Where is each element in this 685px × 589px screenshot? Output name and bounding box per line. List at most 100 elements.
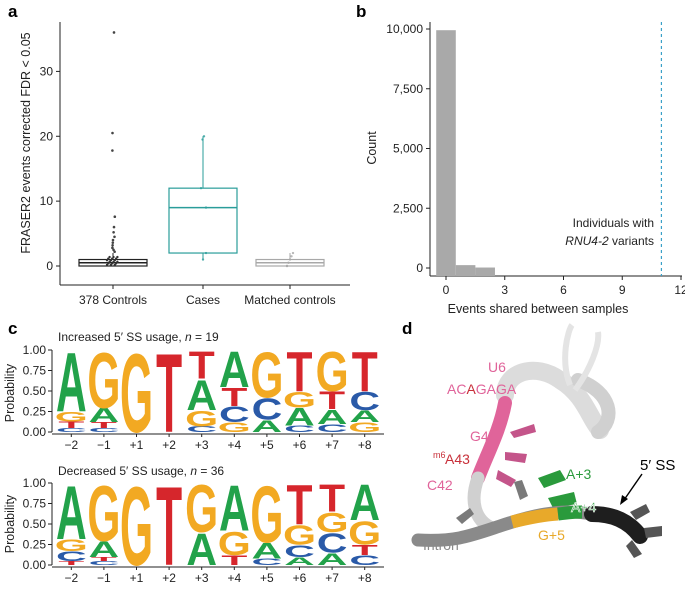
data-point	[201, 138, 204, 141]
logo-letter-A: A	[317, 406, 348, 429]
y-tick-label: 5,000	[393, 142, 423, 156]
y-tick-label: 10	[40, 194, 54, 208]
y-tick-label: 0.50	[23, 384, 47, 398]
x-tick-label: +3	[195, 438, 209, 452]
outlier-point	[112, 248, 115, 252]
outlier-point	[112, 230, 115, 234]
logo-letter-T: T	[91, 421, 117, 430]
logo-letter-A: A	[56, 337, 87, 430]
logo-letter-G: G	[316, 340, 349, 403]
box-plot-panel: FRASER2 events corrected FDR < 0.05 0 10 2…	[19, 22, 350, 307]
logo-letter-C: C	[284, 542, 315, 561]
data-point	[285, 264, 289, 268]
y-tick-label: 10,000	[386, 22, 423, 36]
outlier-point	[112, 255, 115, 259]
y-tick-label: 7,500	[393, 82, 423, 96]
y-tick-label: 2,500	[393, 201, 423, 215]
logo-letter-G: G	[348, 515, 381, 553]
annotation-suffix: variants	[609, 234, 654, 248]
logo-letter-T: T	[287, 473, 313, 536]
logo-letter-T: T	[287, 340, 313, 403]
logo-title-bottom-n: n	[190, 464, 197, 478]
logo-letter-A: A	[349, 407, 380, 426]
a3-label: A+3	[566, 466, 592, 482]
outlier-point	[111, 246, 114, 250]
outlier-point	[111, 243, 114, 247]
logo-letter-G: G	[87, 471, 120, 558]
outlier-point	[107, 262, 110, 265]
logo-title-bottom-value: = 36	[197, 464, 224, 478]
y-tick-label: 0.50	[23, 517, 47, 531]
logo-letter-C: C	[252, 393, 283, 427]
y-tick-label: 30	[40, 64, 54, 78]
u6-branches	[562, 323, 602, 392]
rna-structure-illustration: U6 ACAGAGA G44 m6 A43 C42 A+3 A+4 G+5 In…	[411, 323, 675, 558]
logo-letter-C: C	[56, 548, 87, 563]
logo-letter-A: A	[219, 341, 250, 397]
outlier-point	[112, 260, 115, 263]
outlier-point	[112, 31, 116, 34]
logo-letter-G: G	[348, 420, 381, 435]
outlier-point	[111, 131, 114, 135]
green-bases	[538, 470, 577, 508]
x-tick-label: +7	[325, 438, 339, 452]
data-point	[201, 258, 205, 261]
a4-label: A+4	[571, 499, 597, 515]
outlier-point	[116, 255, 119, 259]
u6-tube	[496, 361, 609, 439]
logo-letter-T: T	[221, 553, 247, 568]
logo-letter-G: G	[185, 471, 218, 546]
x-tick-label: −2	[64, 571, 78, 585]
logo-letter-T: T	[352, 340, 378, 403]
y-tick-label: 1.00	[23, 343, 47, 357]
logo-letter-C: C	[349, 553, 380, 568]
gene-name: RNU4-2	[565, 234, 609, 248]
outlier-point	[113, 263, 116, 267]
logo-letter-C: C	[56, 427, 87, 433]
grey-bases	[456, 480, 528, 524]
data-point	[202, 135, 206, 138]
green-segment	[557, 505, 583, 521]
box	[168, 187, 238, 254]
x-tick-label: +5	[260, 571, 274, 585]
histogram-panel: Count Events shared between samples Indi…	[365, 22, 685, 316]
bar	[436, 30, 456, 276]
outlier-point	[113, 235, 116, 239]
logo-letter-G: G	[250, 468, 283, 559]
ss5-arrow	[623, 473, 643, 501]
x-tick-label: 0	[443, 283, 450, 297]
outlier-point	[111, 241, 115, 244]
outlier-point	[105, 259, 109, 262]
y-tick-label: 20	[40, 129, 54, 143]
vline-annotation-line2: RNU4-2 variants	[565, 234, 654, 248]
x-tick-label: −2	[64, 438, 78, 452]
logo-letter-C: C	[284, 424, 315, 434]
logo-letter-C: C	[317, 422, 348, 435]
panel-letter-d: d	[402, 319, 412, 338]
c42-label: C42	[427, 477, 453, 493]
logo-letter-A: A	[252, 539, 283, 564]
logo-title-top-n: n	[185, 330, 192, 344]
logo-letter-C: C	[219, 402, 250, 427]
logo-title-bottom-text: Decreased 5′ SS usage,	[58, 464, 190, 478]
x-tick-label: Cases	[186, 293, 220, 307]
logo-letter-A: A	[349, 474, 380, 530]
panel-letter-c: c	[8, 319, 17, 338]
logo-letter-A: A	[284, 404, 315, 431]
gold-segment	[510, 507, 559, 529]
y-tick-label: 1.00	[23, 476, 47, 490]
logo-letter-T: T	[221, 383, 248, 412]
logo-letter-T: T	[319, 476, 345, 520]
x-tick-label: +6	[293, 438, 307, 452]
panel-letter-b: b	[356, 2, 366, 21]
logo-letter-T: T	[319, 388, 345, 415]
vline-annotation-line1: Individuals with	[573, 216, 654, 230]
x-tick-label: 6	[560, 283, 567, 297]
y-tick-label: 0.75	[23, 364, 47, 378]
logo-letter-A: A	[252, 417, 283, 436]
outlier-point	[113, 259, 116, 262]
logo-letter-G: G	[185, 406, 218, 431]
logo-letter-G: G	[283, 388, 316, 413]
logo-title-top-value: = 19	[192, 330, 219, 344]
